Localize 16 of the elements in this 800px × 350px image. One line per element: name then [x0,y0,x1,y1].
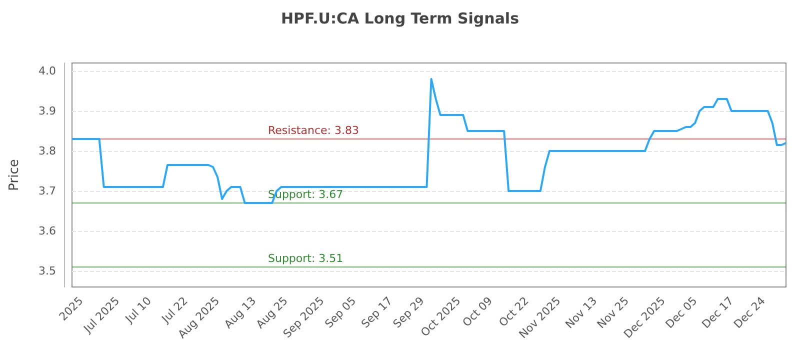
ref-line-label: Support: 3.51 [268,252,344,265]
chart-title: HPF.U:CA Long Term Signals [280,10,520,28]
x-tick-label: Dec 24 [731,294,768,331]
y-tick-label: 3.5 [38,264,56,278]
line-series [71,78,787,204]
x-tick-label: Jul 10 [122,294,154,326]
y-tick-label: 3.6 [38,224,56,238]
x-tick-label: Sep 05 [322,294,359,331]
y-tick-label: 4.0 [38,64,56,78]
x-tick-label: Oct 09 [460,294,495,330]
y-tick-label: 3.9 [38,104,56,118]
x-tick-label: Dec 05 [663,294,700,331]
y-tick-label: 3.7 [38,184,56,198]
y-axis-title: Price [7,159,22,191]
ref-line-label: Resistance: 3.83 [268,124,359,137]
y-tick-label: 3.8 [38,144,56,158]
